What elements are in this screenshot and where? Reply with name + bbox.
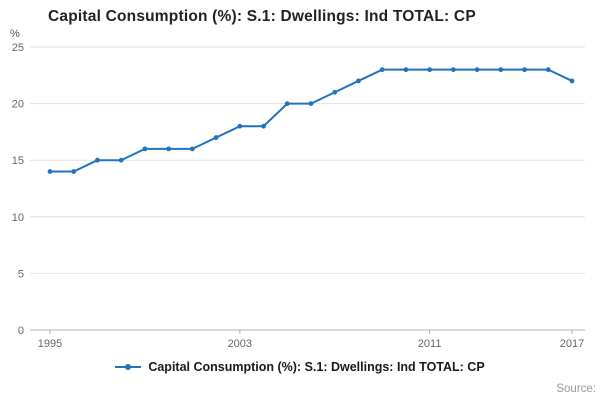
data-point[interactable] xyxy=(356,78,361,84)
data-point[interactable] xyxy=(545,67,551,73)
x-tick-label: 1995 xyxy=(38,338,62,350)
y-tick-label: 25 xyxy=(12,42,24,54)
y-axis-unit-label: % xyxy=(10,28,20,40)
legend-label: Capital Consumption (%): S.1: Dwellings:… xyxy=(148,360,485,374)
data-point[interactable] xyxy=(237,123,243,129)
chart-title: Capital Consumption (%): S.1: Dwellings:… xyxy=(48,8,476,25)
y-tick-label: 20 xyxy=(12,99,24,111)
series-line xyxy=(47,67,575,174)
data-point[interactable] xyxy=(379,67,385,73)
data-point[interactable] xyxy=(261,123,266,129)
y-tick-label: 15 xyxy=(12,155,24,167)
data-point[interactable] xyxy=(189,146,195,152)
x-axis xyxy=(30,329,585,334)
data-point[interactable] xyxy=(427,67,433,73)
series-path xyxy=(49,68,573,173)
tick-labels: 0 5 10 15 20 25 1995 2003 2011 2017 xyxy=(12,42,584,350)
data-point[interactable] xyxy=(47,169,53,174)
x-tick-label: 2003 xyxy=(228,338,252,350)
chart-canvas: % 0 5 10 15 20 25 1995 2003 2011 2017 xyxy=(10,28,585,350)
x-tick-label: 2011 xyxy=(418,338,442,350)
data-point[interactable] xyxy=(71,169,77,174)
data-point[interactable] xyxy=(403,67,409,73)
data-point[interactable] xyxy=(142,146,148,152)
legend-line-marker-icon xyxy=(115,364,142,370)
data-point[interactable] xyxy=(450,67,456,73)
data-point[interactable] xyxy=(474,67,480,73)
data-point[interactable] xyxy=(332,89,338,95)
source-label: Source: xyxy=(556,383,596,395)
data-point[interactable] xyxy=(498,67,504,73)
legend-item[interactable]: Capital Consumption (%): S.1: Dwellings:… xyxy=(0,360,600,374)
y-tick-label: 0 xyxy=(18,325,24,337)
x-tick-label: 2017 xyxy=(560,338,584,350)
data-point[interactable] xyxy=(118,157,124,163)
data-point[interactable] xyxy=(308,101,314,106)
y-tick-label: 10 xyxy=(12,212,24,224)
data-point[interactable] xyxy=(522,67,527,73)
data-point[interactable] xyxy=(284,101,290,106)
data-point[interactable] xyxy=(95,157,100,163)
y-tick-label: 5 xyxy=(18,268,24,280)
data-point[interactable] xyxy=(569,78,575,84)
data-point[interactable] xyxy=(213,135,219,140)
data-point[interactable] xyxy=(166,146,172,152)
